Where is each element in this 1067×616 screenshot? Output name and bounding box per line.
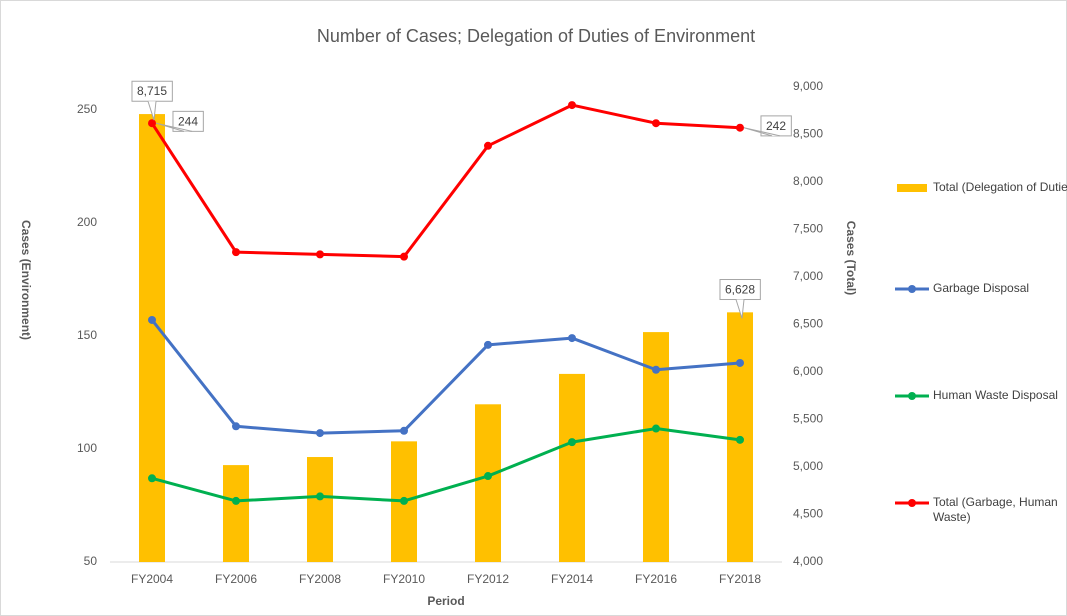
line (150, 319, 741, 435)
line-marker (652, 119, 660, 128)
y-tick-label: 250 (77, 102, 97, 116)
x-tick-label: FY2008 (299, 572, 341, 586)
line-marker (484, 472, 492, 481)
x-tick-label: FY2010 (383, 572, 425, 586)
line-marker (400, 426, 408, 435)
x-axis-title: Period (427, 594, 464, 608)
line-marker (736, 123, 744, 132)
data-label-pointer (743, 127, 781, 137)
data-label-pointer (155, 122, 193, 132)
line-marker (148, 119, 156, 128)
line-marker (400, 496, 408, 505)
line-marker (484, 141, 492, 150)
y2-tick-label: 4,500 (793, 507, 823, 521)
y2-tick-label: 7,000 (793, 269, 823, 283)
line-marker (652, 424, 660, 433)
legend-swatch (908, 499, 916, 507)
x-tick-label: FY2018 (719, 572, 761, 586)
x-tick-label: FY2016 (635, 572, 677, 586)
x-tick-label: FY2012 (467, 572, 509, 586)
line-marker (232, 496, 240, 505)
line-marker (148, 474, 156, 483)
legend-label: Total (Delegation of Duties) (933, 180, 1067, 194)
line-marker (316, 250, 324, 259)
y-tick-label: 150 (77, 328, 97, 342)
line-marker (232, 248, 240, 257)
x-tick-label: FY2004 (131, 572, 173, 586)
data-label-pointer (735, 299, 745, 319)
y2-axis-title: Cases (Total) (844, 221, 858, 295)
y-tick-label: 200 (77, 215, 97, 229)
legend-swatch (908, 392, 916, 400)
bar (559, 373, 585, 562)
legend-label: Garbage Disposal (933, 281, 1030, 295)
y2-tick-label: 5,500 (793, 412, 823, 426)
y-tick-label: 50 (84, 554, 98, 568)
legend-swatch (897, 184, 927, 192)
bar (475, 404, 501, 562)
y-axis-title: Cases (Environment) (19, 220, 33, 340)
line (151, 427, 741, 503)
x-tick-label: FY2006 (215, 572, 257, 586)
line-marker (484, 340, 492, 349)
bar (307, 457, 333, 562)
y2-tick-label: 8,500 (793, 127, 823, 141)
bar (223, 465, 249, 562)
line-marker (568, 101, 576, 110)
line-marker (400, 252, 408, 261)
legend-swatch (908, 285, 916, 293)
y2-tick-label: 8,000 (793, 174, 823, 188)
x-tick-label: FY2014 (551, 572, 593, 586)
line (150, 103, 741, 259)
line-marker (568, 438, 576, 447)
data-label: 242 (766, 119, 786, 133)
data-label: 6,628 (725, 283, 755, 297)
y2-tick-label: 4,000 (793, 554, 823, 568)
line-marker (232, 422, 240, 431)
line-marker (148, 315, 156, 324)
line-marker (316, 429, 324, 438)
data-label: 8,715 (137, 84, 167, 98)
y2-tick-label: 7,500 (793, 222, 823, 236)
data-label: 244 (178, 114, 198, 128)
y2-tick-label: 6,000 (793, 364, 823, 378)
data-label-pointer (147, 101, 157, 121)
y2-tick-label: 5,000 (793, 459, 823, 473)
bar (139, 114, 165, 562)
y2-tick-label: 9,000 (793, 79, 823, 93)
y2-tick-label: 6,500 (793, 317, 823, 331)
line-marker (652, 365, 660, 374)
chart-title: Number of Cases; Delegation of Duties of… (317, 26, 755, 46)
y-tick-label: 100 (77, 441, 97, 455)
line-marker (736, 358, 744, 367)
line-marker (736, 435, 744, 444)
legend-label: Total (Garbage, Human Waste) (933, 495, 1058, 524)
legend-label: Human Waste Disposal (933, 388, 1058, 402)
line-marker (568, 334, 576, 343)
line-marker (316, 492, 324, 501)
